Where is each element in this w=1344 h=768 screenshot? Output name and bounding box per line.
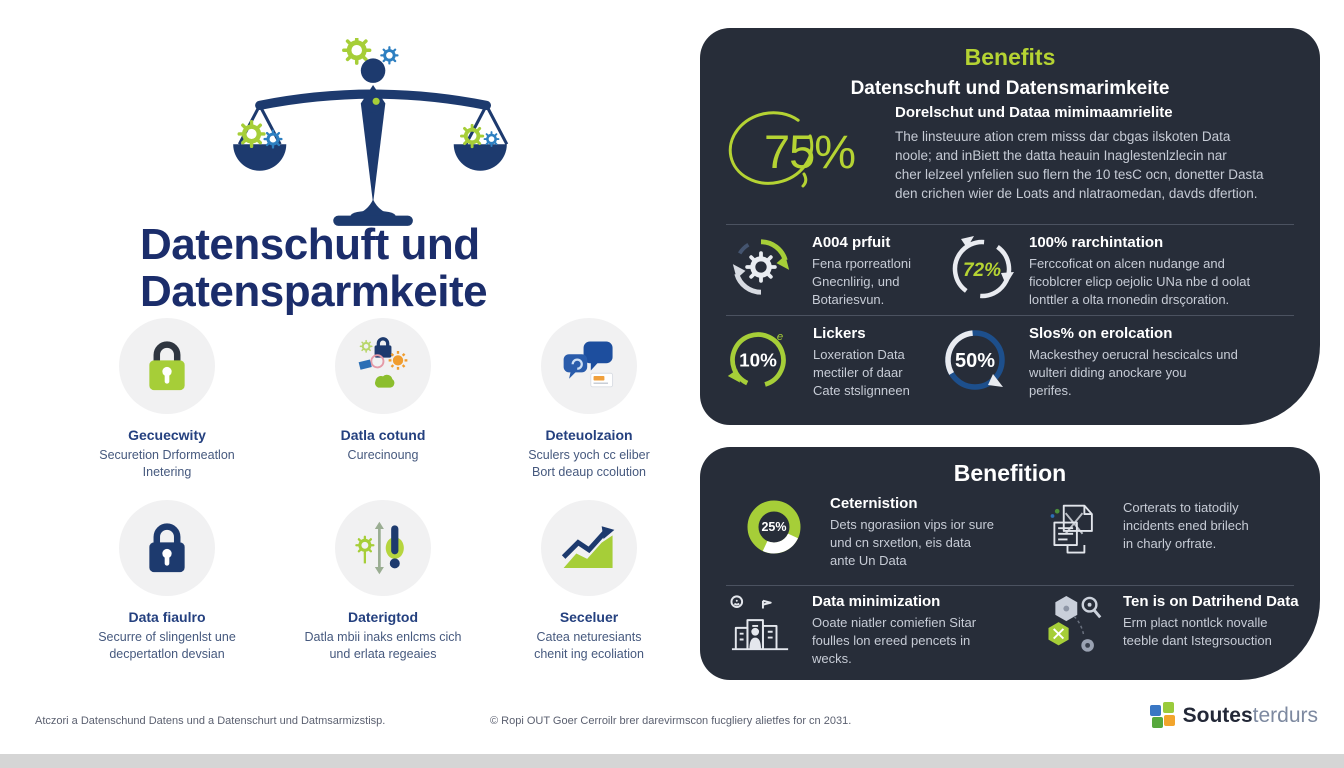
stat-item: 72% 100% rarchintation Ferccoficat on al…: [947, 234, 1307, 310]
bottom-strip: [0, 754, 1344, 768]
intro-stat-value: 75%: [764, 125, 856, 178]
padlock-navy-icon: [119, 500, 215, 596]
feature-growth: Seceluer Catea neturesiants chenit ing e…: [483, 500, 695, 664]
stat-desc: Ferccoficat on alcen nudange and ficoblc…: [1029, 256, 1251, 308]
benefition-item: Ten is on Datrihend Data Erm plact nontl…: [1045, 593, 1307, 659]
refresh-gear-icon: [732, 239, 790, 295]
circle-doodle-icon: [728, 111, 814, 188]
feature-desc: Securre of slingenlst une decpertatlon d…: [98, 630, 236, 662]
progress-ring-10-icon: e 10%: [727, 331, 786, 388]
benefition-item: Data minimization Ooate niatler comiefie…: [728, 593, 1018, 669]
feature-security: Gecuecwity Securetion Drformeatlon Inete…: [61, 318, 273, 482]
feature-title: Deteuolzaion: [545, 427, 633, 443]
progress-ring-50-icon: 50%: [945, 330, 1005, 390]
benefition-desc: Dets ngorasiion vips ior sure und cn srx…: [830, 517, 995, 569]
feature-secure-data: Data fiaulro Securre of slingenlst une d…: [61, 500, 273, 664]
city-buildings-icon: [730, 595, 789, 651]
brand-name: Soutesterdurs: [1182, 703, 1318, 727]
feature-desc: Securetion Drformeatlon Inetering: [99, 448, 235, 480]
svg-text:25%: 25%: [761, 520, 786, 534]
benefition-title: Ceternistion: [830, 495, 918, 512]
benefition-desc: Corterats to tiatodily incidents ened br…: [1123, 500, 1249, 552]
feature-desc: Datla mbii inaks enlcms cich und erlata …: [304, 630, 462, 662]
benefition-title: Data minimization: [812, 593, 941, 610]
speech-bubbles-icon: [541, 318, 637, 414]
progress-ring-72-icon: 72%: [952, 236, 1014, 299]
stat-desc: Loxeration Data mectiler of daar Cate st…: [813, 347, 910, 399]
intro-body: The linsteuure ation crem misss dar cbga…: [895, 129, 1264, 202]
benefits-subheading: Datenschuft und Datensmarimkeite: [850, 78, 1170, 99]
divider: [726, 585, 1294, 586]
brand-squares-icon: [1149, 702, 1175, 728]
intro-title: Dorelschut und Dataa mimimaamrielite: [895, 104, 1173, 121]
benefition-desc: Erm plact nontlck novalle teeble dant Is…: [1123, 615, 1272, 649]
stat-title: Lickers: [813, 325, 866, 342]
feature-desc: Catea neturesiants chenit ing ecoliation: [534, 630, 644, 662]
svg-text:10%: 10%: [739, 350, 777, 371]
benefition-panel: Benefition 25% Ceternistion Dets ngorasi…: [700, 447, 1320, 680]
growth-chart-icon: [541, 500, 637, 596]
benefits-heading: Benefits: [964, 44, 1056, 70]
feature-title: Data fiaulro: [128, 609, 206, 625]
feature-desc: Sculers yoch cc eliber Bort deaup ccolut…: [528, 448, 650, 480]
stat-title: Slos% on erolcation: [1029, 325, 1173, 342]
intro-text-block: Dorelschut und Dataa mimimaamrielite The…: [895, 104, 1315, 204]
feature-communication: Deteuolzaion Sculers yoch cc eliber Bort…: [483, 318, 695, 482]
benefits-panel: Benefits Datenschuft und Datensmarimkeit…: [700, 28, 1320, 425]
benefition-heading: Benefition: [953, 460, 1067, 486]
feature-title: Daterigtod: [348, 609, 418, 625]
stat-item: A004 prfuit Fena rporreatloni Gnecnlirig…: [728, 234, 933, 310]
stat-item: e 10% Lickers Loxeration Data mectiler o…: [725, 325, 935, 401]
feature-title: Seceluer: [559, 609, 619, 625]
intro-stat: 75%: [726, 102, 896, 217]
brand-logo: Soutesterdurs: [1149, 702, 1318, 729]
hexagons-search-icon: [1048, 595, 1102, 652]
benefition-title: Ten is on Datrihend Data: [1123, 593, 1299, 610]
documents-icon: [1050, 504, 1093, 554]
feature-title: Gecuecwity: [128, 427, 206, 443]
feature-minimization: Daterigtod Datla mbii inaks enlcms cich …: [277, 500, 489, 664]
feature-desc: Curecinoung: [347, 448, 419, 462]
balance-scale-illustration: [233, 38, 509, 226]
feature-data-cloud: Datla cotund Curecinoung: [277, 318, 489, 464]
benefition-desc: Ooate niatler comiefien Sitar foulles lo…: [812, 615, 977, 667]
footer-center-text: © Ropi OUT Goer Cerroilr brer darevirmsc…: [490, 715, 852, 727]
stat-desc: Mackesthey oerucral hescicalcs und wulte…: [1029, 347, 1238, 399]
page-title: Datenschuft und Datensparmkeite: [140, 220, 640, 316]
feature-title: Datla cotund: [340, 427, 426, 443]
svg-text:e: e: [777, 331, 783, 343]
measure-exclamation-icon: [335, 500, 431, 596]
data-cluster-icon: [335, 318, 431, 414]
footer-left-text: Atczori a Datenschund Datens und a Daten…: [35, 715, 386, 727]
benefition-item: Corterats to tiatodily incidents ened br…: [1045, 499, 1305, 561]
donut-chart-25-icon: 25%: [747, 500, 801, 554]
stat-title: 100% rarchintation: [1029, 234, 1164, 251]
stat-desc: Fena rporreatloni Gnecnlirig, und Botari…: [812, 256, 911, 308]
page-title-line2: Datensparmkeite: [140, 266, 488, 316]
svg-text:50%: 50%: [955, 350, 995, 372]
divider: [726, 224, 1294, 225]
padlock-green-icon: [119, 318, 215, 414]
svg-text:72%: 72%: [963, 260, 1001, 281]
stat-item: 50% Slos% on erolcation Mackesthey oeruc…: [940, 325, 1308, 401]
divider: [726, 315, 1294, 316]
benefition-item: 25% Ceternistion Dets ngorasiion vips io…: [742, 495, 1012, 571]
stat-title: A004 prfuit: [812, 234, 891, 251]
page-title-line1: Datenschuft und: [140, 220, 480, 269]
